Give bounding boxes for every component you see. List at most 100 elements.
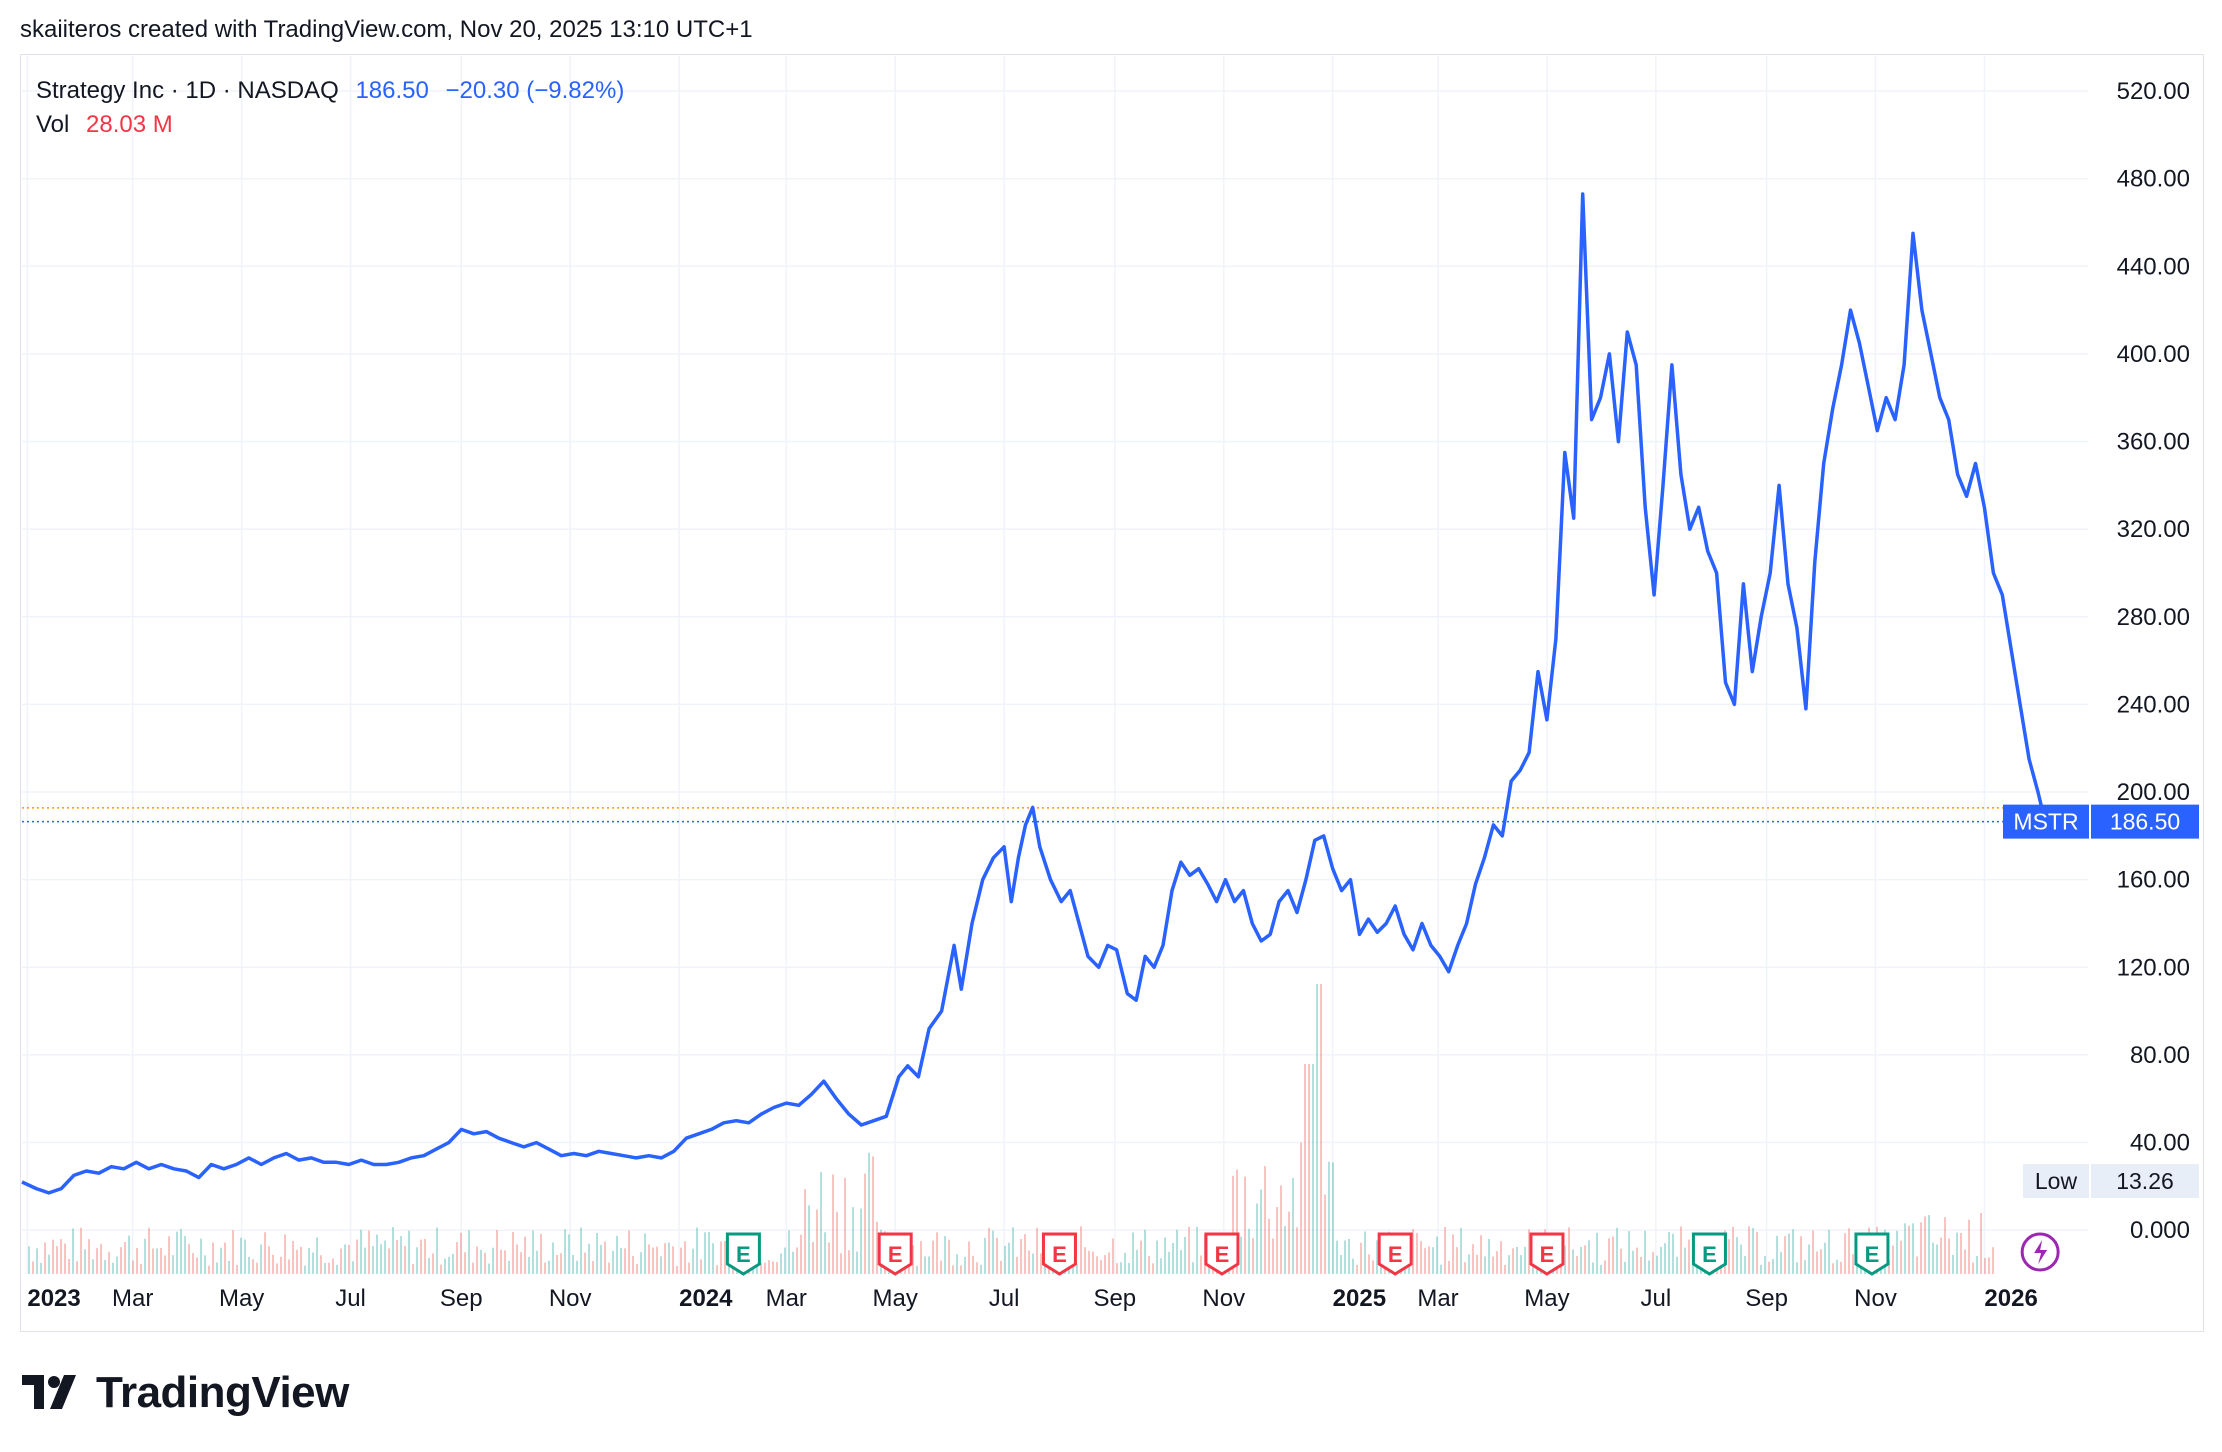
earnings-marker[interactable] [725,1232,761,1276]
volume-bar [1660,1246,1662,1274]
volume-bar [60,1239,62,1274]
volume-bar [276,1263,278,1274]
volume-bar [1300,1142,1302,1274]
volume-bar [1936,1244,1938,1274]
volume-bar [1352,1258,1354,1274]
volume-bar [72,1228,74,1274]
volume-bar [1284,1226,1286,1274]
earnings-marker[interactable] [877,1232,913,1276]
earnings-marker-label: E [736,1242,751,1267]
volume-bar [1740,1244,1742,1274]
volume-bar [76,1261,78,1274]
volume-bar [1504,1264,1506,1274]
earnings-marker[interactable] [1529,1232,1565,1276]
earnings-marker-label: E [1865,1242,1880,1267]
last-price-tag-value: 186.50 [2110,809,2180,835]
y-tick-label: 160.00 [2117,867,2190,894]
volume-bar [1900,1240,1902,1274]
volume-bar [1080,1226,1082,1274]
volume-bar [1464,1262,1466,1274]
volume-bar [164,1255,166,1274]
volume-bar [1320,984,1322,1274]
x-tick-label: Nov [1854,1285,1897,1312]
volume-bar [788,1230,790,1274]
volume-bar [876,1221,878,1274]
volume-bar [1184,1236,1186,1274]
tradingview-brand[interactable]: TradingView [22,1368,349,1418]
x-tick-label: May [219,1285,264,1312]
volume-bar [856,1251,858,1274]
legend-symbol[interactable]: Strategy Inc · 1D · NASDAQ [36,77,339,104]
volume-bar [1664,1243,1666,1274]
volume-bar [1008,1242,1010,1274]
volume-bar [112,1262,114,1274]
volume-bar [1028,1250,1030,1274]
volume-bar [608,1262,610,1274]
volume-bar [596,1232,598,1274]
volume-bar [1328,1161,1330,1274]
volume-bar [852,1207,854,1274]
volume-bar [1472,1244,1474,1274]
volume-bar [696,1227,698,1274]
volume-bar [1412,1229,1414,1274]
earnings-marker[interactable] [1377,1232,1413,1276]
volume-bar [1896,1230,1898,1274]
volume-bar [912,1245,914,1274]
volume-bar [1500,1241,1502,1274]
volume-bar [668,1242,670,1274]
volume-bar [1604,1260,1606,1274]
legend-volume-label[interactable]: Vol [36,111,70,138]
volume-bar [1460,1227,1462,1274]
volume-bar [412,1263,414,1274]
volume-bar [1956,1232,1958,1274]
volume-bar [988,1228,990,1274]
volume-bar [1528,1229,1530,1274]
volume-bar [1824,1242,1826,1274]
volume-bar [1196,1226,1198,1274]
volume-bar [1832,1263,1834,1274]
volume-bar [136,1247,138,1274]
volume-bar [96,1248,98,1274]
earnings-marker[interactable] [1204,1232,1240,1276]
volume-bar [1128,1262,1130,1274]
volume-bar [1104,1254,1106,1274]
earnings-marker[interactable] [1854,1232,1890,1276]
volume-bar [1744,1255,1746,1274]
volume-bar [1600,1264,1602,1274]
volume-bar [1248,1228,1250,1274]
legend-volume-value: 28.03 M [86,111,173,138]
volume-bar [612,1250,614,1274]
chart-legend: Strategy Inc · 1D · NASDAQ 186.50 −20.30… [36,74,624,142]
volume-bar [240,1237,242,1274]
volume-bar [1432,1247,1434,1274]
volume-bar [1912,1223,1914,1274]
volume-bar [268,1246,270,1274]
volume-bar [1784,1236,1786,1274]
volume-bar [592,1261,594,1274]
volume-bar [1512,1248,1514,1274]
earnings-marker[interactable] [1041,1232,1077,1276]
earnings-marker-label: E [1052,1242,1067,1267]
volume-bar [1564,1245,1566,1274]
volume-bar [168,1236,170,1274]
volume-bar [528,1256,530,1274]
legend-price: 186.50 [355,77,429,104]
volume-bar [996,1237,998,1274]
volume-bar [448,1256,450,1274]
volume-bar [232,1230,234,1274]
earnings-marker[interactable] [1691,1232,1727,1276]
volume-bar [1092,1251,1094,1274]
volume-bar [536,1250,538,1274]
price-series-line[interactable] [21,192,2047,1195]
volume-bar [956,1254,958,1274]
volume-bar [316,1237,318,1274]
volume-bar [1672,1233,1674,1274]
volume-bar [264,1232,266,1274]
volume-bar [1144,1229,1146,1274]
volume-bar [156,1248,158,1274]
volume-bar [600,1244,602,1274]
volume-bar [92,1259,94,1274]
volume-bar [708,1232,710,1274]
volume-bar [1976,1256,1978,1274]
